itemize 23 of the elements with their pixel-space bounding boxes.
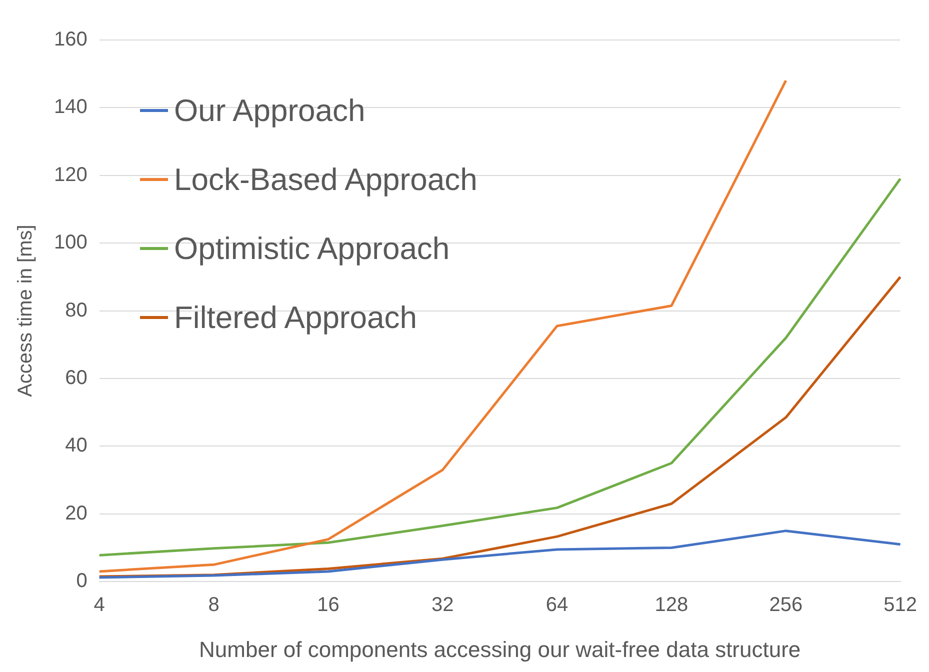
x-tick-label: 8 (208, 594, 220, 616)
y-tick-label: 140 (54, 96, 88, 118)
x-tick-label: 128 (654, 594, 688, 616)
x-tick-label: 64 (546, 594, 568, 616)
x-tick-label: 16 (317, 594, 340, 616)
y-axis-title: Access time in [ms] (14, 224, 37, 397)
y-tick-label: 160 (54, 28, 88, 51)
y-tick-label: 20 (65, 502, 88, 524)
x-tick-label: 32 (432, 594, 454, 616)
legend-label: Filtered Approach (174, 300, 417, 336)
y-tick-label: 120 (54, 164, 88, 186)
x-axis-title: Number of components accessing our wait-free data structure (199, 636, 801, 662)
y-tick-label: 100 (54, 232, 88, 254)
x-tick-label: 512 (884, 594, 918, 616)
y-tick-label: 80 (65, 299, 88, 322)
x-tick-label: 256 (769, 594, 803, 616)
legend-label: Optimistic Approach (174, 230, 450, 266)
y-tick-label: 60 (65, 367, 88, 390)
x-tick-label: 4 (94, 594, 105, 616)
legend-label: Lock-Based Approach (174, 162, 478, 198)
y-tick-label: 40 (65, 434, 88, 457)
y-tick-label: 0 (76, 570, 88, 592)
legend-label: Our Approach (174, 92, 366, 128)
